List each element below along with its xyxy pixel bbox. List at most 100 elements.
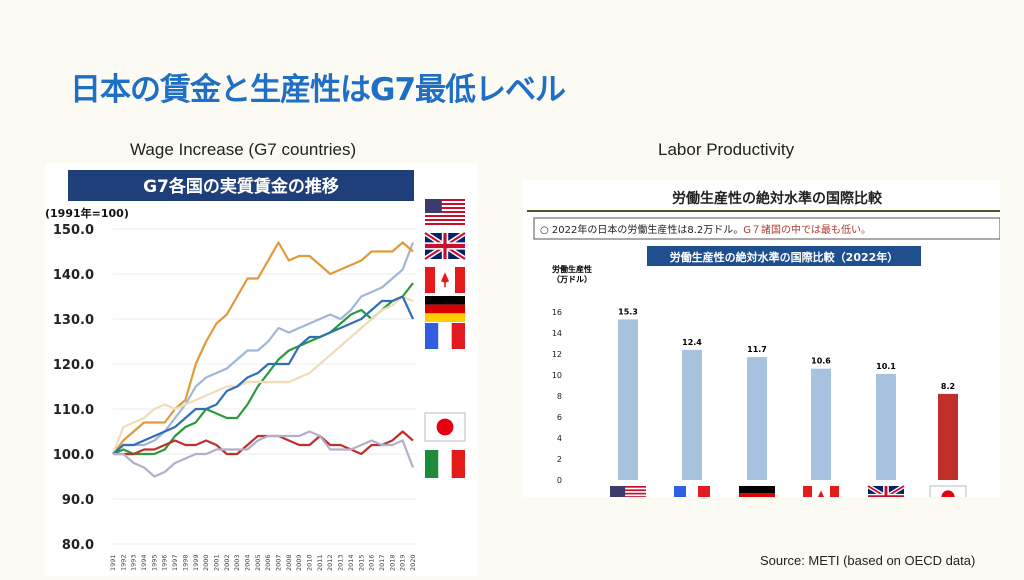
wage-chart-svg: G7各国の実質賃金の推移 (1991年=100) 150.0 140.0 130.0… xyxy=(45,170,467,571)
bar-japan xyxy=(938,393,958,480)
flag-part xyxy=(451,323,465,349)
y-tick-label: 110.0 xyxy=(53,403,94,418)
x-tick-label: 2005 xyxy=(254,554,262,571)
y-tick-label: 14 xyxy=(552,329,562,338)
flag-part xyxy=(436,418,454,436)
flag-germany-icon xyxy=(425,296,465,322)
flag-part xyxy=(425,313,465,322)
y-tick-label: 6 xyxy=(557,413,562,422)
y-tick-label: 80.0 xyxy=(62,538,94,553)
y-tick-label: 0 xyxy=(557,476,562,485)
x-tick-label: 2013 xyxy=(337,554,345,571)
bar-ylabel: 労働生産性 xyxy=(552,264,592,274)
bar-value-label: 15.3 xyxy=(618,307,638,316)
y-tick-label: 8 xyxy=(557,392,562,401)
flag-part xyxy=(425,304,465,314)
productivity-chart-caption: Labor Productivity xyxy=(658,140,795,159)
flag-part xyxy=(425,267,435,293)
flag-united-kingdom-icon xyxy=(423,230,467,262)
flag-part xyxy=(425,450,439,478)
flag-part xyxy=(610,486,626,498)
source-note: Source: METI (based on OECD data) xyxy=(760,553,976,568)
flag-france-icon xyxy=(674,486,710,508)
flag-part xyxy=(438,323,452,349)
note-text: ○ 2022年の日本の労働生産性は8.2万ドル。G７諸国の中では最も低い。 xyxy=(540,223,871,236)
x-tick-label: 2011 xyxy=(316,554,324,571)
header-rule xyxy=(527,210,1000,212)
flag-united-states-icon xyxy=(610,486,646,508)
x-tick-label: 2004 xyxy=(243,554,251,571)
bar-value-label: 11.7 xyxy=(747,345,767,354)
flag-part xyxy=(803,486,812,508)
x-tick-label: 1993 xyxy=(130,554,138,571)
flag-canada-icon xyxy=(803,486,839,508)
x-tick-label: 1992 xyxy=(119,554,127,571)
y-tick-label: 120.0 xyxy=(53,358,94,373)
y-tick-label: 140.0 xyxy=(53,268,94,283)
flag-part xyxy=(698,486,710,508)
flag-part xyxy=(425,296,465,305)
y-tick-label: 100.0 xyxy=(53,448,94,463)
slide-title: 日本の賃金と生産性はG7最低レベル xyxy=(70,72,566,108)
bar-canada xyxy=(811,368,831,480)
y-tick-label: 10 xyxy=(552,371,562,380)
bar-value-label: 8.2 xyxy=(941,382,955,391)
y-tick-label: 130.0 xyxy=(53,313,94,328)
bar-ylabel-unit: （万ドル） xyxy=(552,274,592,284)
x-tick-label: 1996 xyxy=(161,554,169,571)
x-tick-label: 2007 xyxy=(275,554,283,571)
y-tick-label: 12 xyxy=(552,350,562,359)
x-tick-label: 1991 xyxy=(109,554,117,571)
x-tick-label: 2002 xyxy=(223,554,231,571)
flag-part xyxy=(425,215,465,217)
wage-chart-title-bar xyxy=(68,170,414,201)
flag-part xyxy=(425,199,465,201)
flag-part xyxy=(739,493,775,501)
y-tick-label: 16 xyxy=(552,308,562,317)
flag-germany-icon xyxy=(739,486,775,508)
x-tick-label: 2009 xyxy=(295,554,303,571)
flag-part xyxy=(686,486,698,508)
flag-part xyxy=(451,450,465,478)
x-tick-label: 2008 xyxy=(285,554,293,571)
series-line-italy xyxy=(113,430,415,478)
y-tick-label: 90.0 xyxy=(62,493,94,508)
y-tick-label: 150.0 xyxy=(53,223,94,238)
x-tick-label: 1997 xyxy=(171,554,179,571)
x-tick-label: 2018 xyxy=(388,554,396,571)
x-tick-label: 1994 xyxy=(140,554,148,571)
flag-france-icon xyxy=(425,323,465,349)
bar-chart-title-bar xyxy=(647,246,921,266)
y-tick-label: 2 xyxy=(557,455,562,464)
x-tick-label: 2001 xyxy=(212,554,220,571)
flag-part xyxy=(610,489,646,492)
bar-germany xyxy=(747,357,767,480)
wage-chart-title: G7各国の実質賃金の推移 xyxy=(143,176,339,197)
flag-part xyxy=(425,323,439,349)
flag-part xyxy=(868,495,904,499)
bar-united-kingdom xyxy=(876,373,896,480)
flag-japan-icon xyxy=(424,412,466,442)
productivity-header: 労働生産性の絶対水準の国際比較 xyxy=(672,190,883,207)
bar-value-label: 12.4 xyxy=(682,338,702,347)
flag-part xyxy=(739,486,775,494)
x-tick-label: 2016 xyxy=(368,554,376,571)
flag-part xyxy=(425,219,465,221)
series-line-germany xyxy=(111,295,414,455)
flag-part xyxy=(441,272,449,288)
x-tick-label: 2012 xyxy=(326,554,334,571)
flag-part xyxy=(817,490,825,504)
productivity-chart: 労働生産性の絶対水準の国際比較 ○ 2022年の日本の労働生産性は8.2万ドル。… xyxy=(522,180,1001,510)
flag-japan-icon xyxy=(929,485,967,509)
x-tick-label: 2015 xyxy=(357,554,365,571)
flag-part xyxy=(425,199,442,214)
flag-part xyxy=(425,223,465,225)
series-line-united-kingdom xyxy=(112,241,414,455)
x-tick-label: 2014 xyxy=(347,554,355,571)
x-tick-label: 2017 xyxy=(378,554,386,571)
x-tick-label: 2006 xyxy=(264,554,272,571)
flag-part xyxy=(425,207,465,209)
x-tick-label: 1999 xyxy=(192,554,200,571)
x-tick-label: 2003 xyxy=(233,554,241,571)
productivity-chart-svg: 労働生産性の絶対水準の国際比較 ○ 2022年の日本の労働生産性は8.2万ドル。… xyxy=(527,190,1001,510)
